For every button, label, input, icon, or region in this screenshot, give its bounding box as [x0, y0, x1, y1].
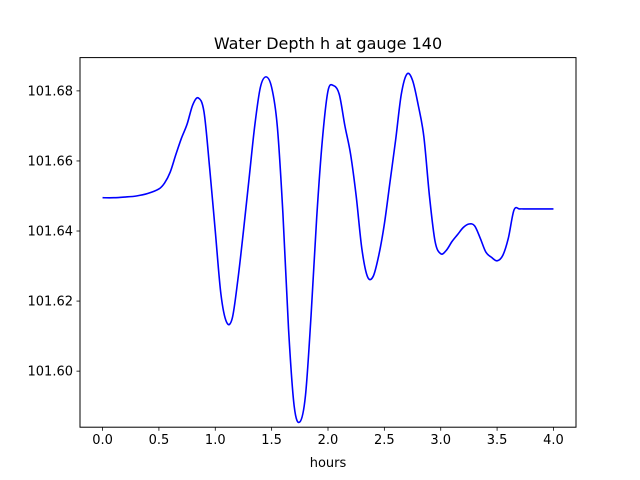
x-tick-label: 1.0: [205, 433, 226, 448]
x-tick-label: 3.5: [487, 433, 508, 448]
x-tick-label: 2.0: [318, 433, 339, 448]
x-tick-label: 4.0: [543, 433, 564, 448]
x-tick-label: 1.5: [261, 433, 282, 448]
x-axis-label: hours: [310, 456, 347, 471]
series-line: [102, 72, 554, 424]
y-tick-label: 101.68: [28, 84, 74, 99]
y-tick-label: 101.62: [28, 295, 74, 310]
x-axis-ticks: 0.0 0.5 1.0 1.5 2.0 2.5 3.0 3.5 4.0: [92, 427, 564, 448]
x-tick-label: 3.0: [430, 433, 451, 448]
y-axis-ticks: 101.60 101.62 101.64 101.66 101.68: [28, 84, 80, 380]
x-tick-label: 0.5: [149, 433, 170, 448]
chart-title: Water Depth h at gauge 140: [214, 34, 442, 53]
y-tick-label: 101.64: [28, 225, 74, 240]
plot-area-frame: [79, 57, 577, 428]
x-tick-label: 2.5: [374, 433, 395, 448]
series-layer: [102, 72, 554, 424]
x-tick-label: 0.0: [92, 433, 113, 448]
y-tick-label: 101.60: [28, 365, 74, 380]
y-tick-label: 101.66: [28, 154, 74, 169]
